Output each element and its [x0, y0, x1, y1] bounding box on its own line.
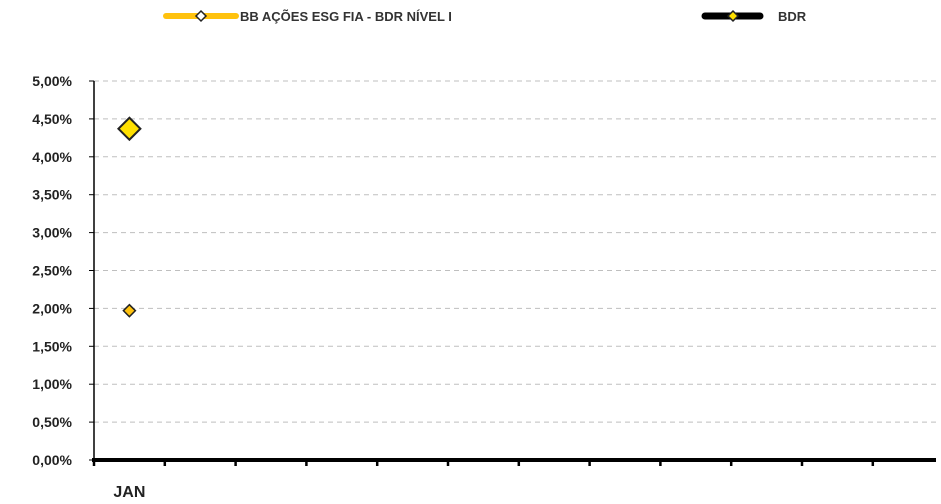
y-tick-label: 1,00%	[32, 376, 72, 392]
x-axis: JAN	[92, 458, 936, 501]
y-tick-label: 5,00%	[32, 73, 72, 89]
gridlines	[94, 80, 936, 423]
y-tick-label: 2,50%	[32, 263, 72, 279]
data-point	[116, 116, 142, 142]
series-layer	[116, 116, 142, 318]
series-0	[122, 303, 137, 318]
y-tick-label: 4,00%	[32, 149, 72, 165]
y-tick-label: 2,00%	[32, 300, 72, 316]
y-tick-label: 4,50%	[32, 111, 72, 127]
y-tick-label: 0,00%	[32, 452, 72, 468]
y-axis: 0,00% 0,50% 1,00% 1,50% 2,00% 2,50% 3,00% 3,50%…	[32, 73, 95, 468]
legend-label-bdr: BDR	[778, 9, 807, 24]
y-tick-label: 3,00%	[32, 225, 72, 241]
y-tick-label: 1,50%	[32, 338, 72, 354]
y-tick-label: 3,50%	[32, 187, 72, 203]
x-tick-label: JAN	[113, 484, 145, 501]
legend: BB AÇÕES ESG FIA - BDR NÍVEL I BDR	[163, 9, 807, 24]
legend-item-bdr: BDR	[701, 9, 807, 24]
series-1	[116, 116, 142, 142]
y-tick-label: 0,50%	[32, 414, 72, 430]
legend-item-fund: BB AÇÕES ESG FIA - BDR NÍVEL I	[163, 9, 452, 24]
data-point	[122, 303, 137, 318]
legend-label-fund: BB AÇÕES ESG FIA - BDR NÍVEL I	[240, 9, 452, 24]
